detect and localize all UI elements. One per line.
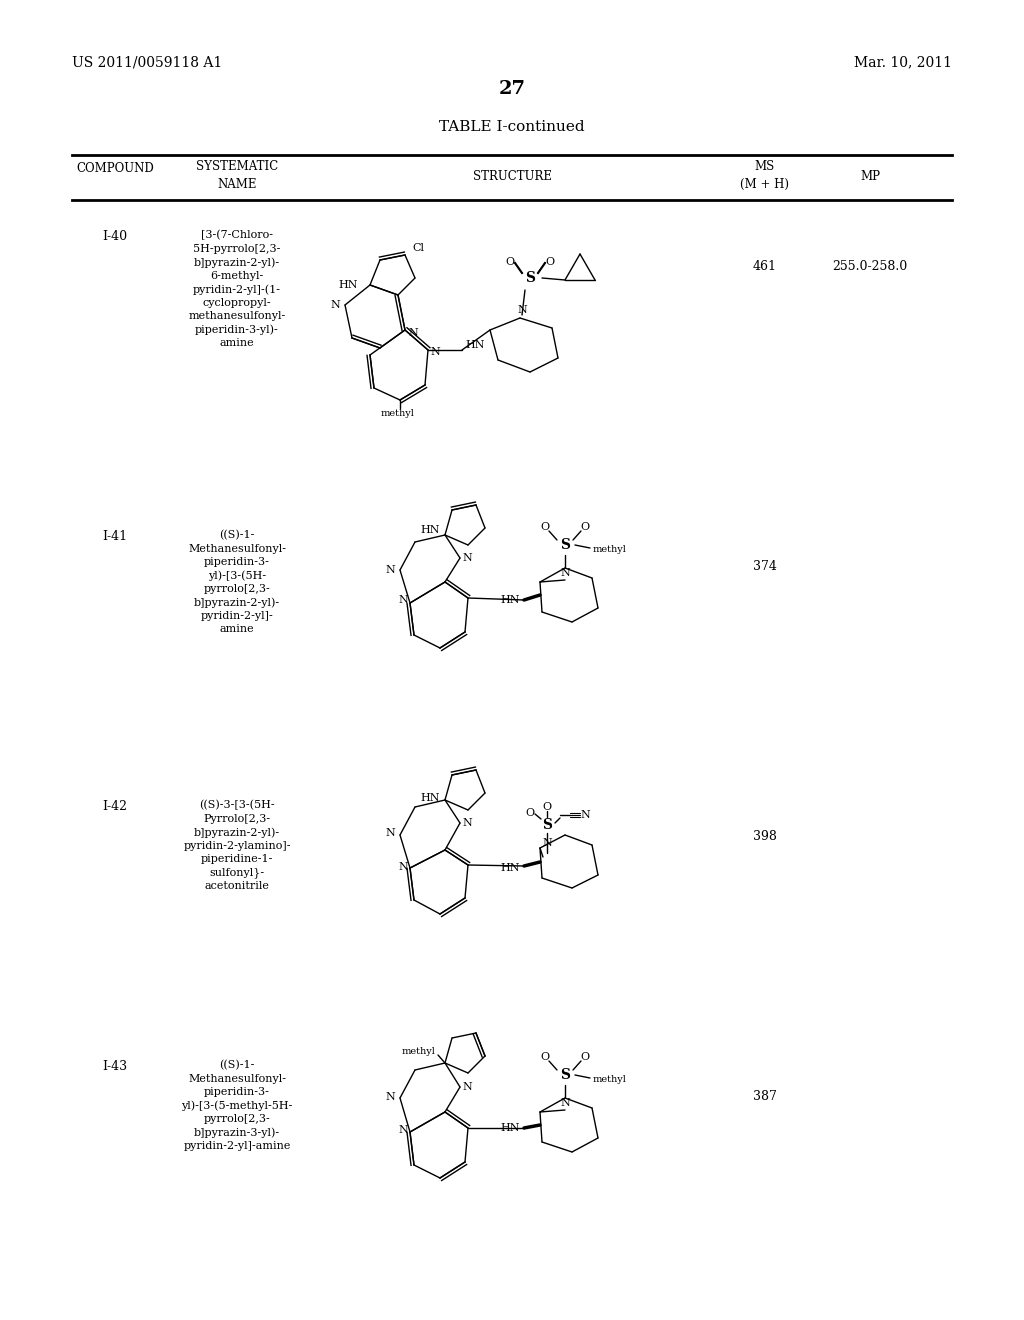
Text: 255.0-258.0: 255.0-258.0 <box>833 260 907 273</box>
Text: ((S)-1-
Methanesulfonyl-
piperidin-3-
yl)-[3-(5H-
pyrrolo[2,3-
b]pyrazin-2-yl)-
: ((S)-1- Methanesulfonyl- piperidin-3- yl… <box>188 531 286 635</box>
Text: O: O <box>525 808 535 818</box>
Text: O: O <box>543 803 552 812</box>
Text: SYSTEMATIC: SYSTEMATIC <box>196 160 279 173</box>
Text: (M + H): (M + H) <box>740 178 790 191</box>
Text: I-43: I-43 <box>102 1060 128 1073</box>
Text: 461: 461 <box>753 260 777 273</box>
Text: N: N <box>542 838 552 847</box>
Text: 398: 398 <box>753 830 777 843</box>
Text: 27: 27 <box>499 81 525 98</box>
Text: N: N <box>385 1092 395 1102</box>
Text: N: N <box>462 818 472 828</box>
Text: N: N <box>385 828 395 838</box>
Text: S: S <box>560 539 570 552</box>
Text: I-40: I-40 <box>102 230 128 243</box>
Text: US 2011/0059118 A1: US 2011/0059118 A1 <box>72 55 222 69</box>
Text: O: O <box>541 521 550 532</box>
Text: methyl: methyl <box>381 408 415 417</box>
Text: COMPOUND: COMPOUND <box>76 162 154 176</box>
Text: N: N <box>430 347 439 356</box>
Text: methyl: methyl <box>593 1076 627 1085</box>
Text: N: N <box>398 595 408 605</box>
Text: 374: 374 <box>753 560 777 573</box>
Text: N: N <box>398 1125 408 1135</box>
Text: methyl: methyl <box>593 545 627 554</box>
Text: O: O <box>581 521 590 532</box>
Text: N: N <box>517 305 527 315</box>
Text: O: O <box>506 257 515 267</box>
Text: N: N <box>560 1098 570 1107</box>
Text: HN: HN <box>501 863 520 873</box>
Text: S: S <box>542 818 552 832</box>
Text: Cl: Cl <box>412 243 424 253</box>
Text: N: N <box>581 810 590 820</box>
Text: 387: 387 <box>753 1090 777 1104</box>
Text: I-41: I-41 <box>102 531 128 543</box>
Text: ((S)-1-
Methanesulfonyl-
piperidin-3-
yl)-[3-(5-methyl-5H-
pyrrolo[2,3-
b]pyrazi: ((S)-1- Methanesulfonyl- piperidin-3- yl… <box>181 1060 293 1151</box>
Text: N: N <box>462 553 472 564</box>
Text: N: N <box>385 565 395 576</box>
Text: O: O <box>546 257 555 267</box>
Text: [3-(7-Chloro-
5H-pyrrolo[2,3-
b]pyrazin-2-yl)-
6-methyl-
pyridin-2-yl]-(1-
cyclo: [3-(7-Chloro- 5H-pyrrolo[2,3- b]pyrazin-… <box>188 230 286 348</box>
Text: HN: HN <box>421 525 440 535</box>
Text: TABLE I-continued: TABLE I-continued <box>439 120 585 135</box>
Text: HN: HN <box>501 1123 520 1133</box>
Text: S: S <box>525 271 535 285</box>
Text: Mar. 10, 2011: Mar. 10, 2011 <box>854 55 952 69</box>
Text: N: N <box>560 568 570 578</box>
Text: O: O <box>581 1052 590 1063</box>
Text: N: N <box>331 300 340 310</box>
Text: HN: HN <box>501 595 520 605</box>
Text: S: S <box>560 1068 570 1082</box>
Text: MS: MS <box>755 160 775 173</box>
Text: HN: HN <box>421 793 440 803</box>
Text: O: O <box>541 1052 550 1063</box>
Text: HN: HN <box>339 280 358 290</box>
Text: NAME: NAME <box>217 178 257 191</box>
Text: MP: MP <box>860 170 880 183</box>
Text: N: N <box>408 327 418 338</box>
Text: N: N <box>462 1082 472 1092</box>
Text: methyl: methyl <box>401 1048 435 1056</box>
Text: I-42: I-42 <box>102 800 128 813</box>
Text: STRUCTURE: STRUCTURE <box>472 170 552 183</box>
Text: N: N <box>398 862 408 873</box>
Text: HN: HN <box>465 341 484 350</box>
Text: ((S)-3-[3-(5H-
Pyrrolo[2,3-
b]pyrazin-2-yl)-
pyridin-2-ylamino]-
piperidine-1-
s: ((S)-3-[3-(5H- Pyrrolo[2,3- b]pyrazin-2-… <box>183 800 291 891</box>
